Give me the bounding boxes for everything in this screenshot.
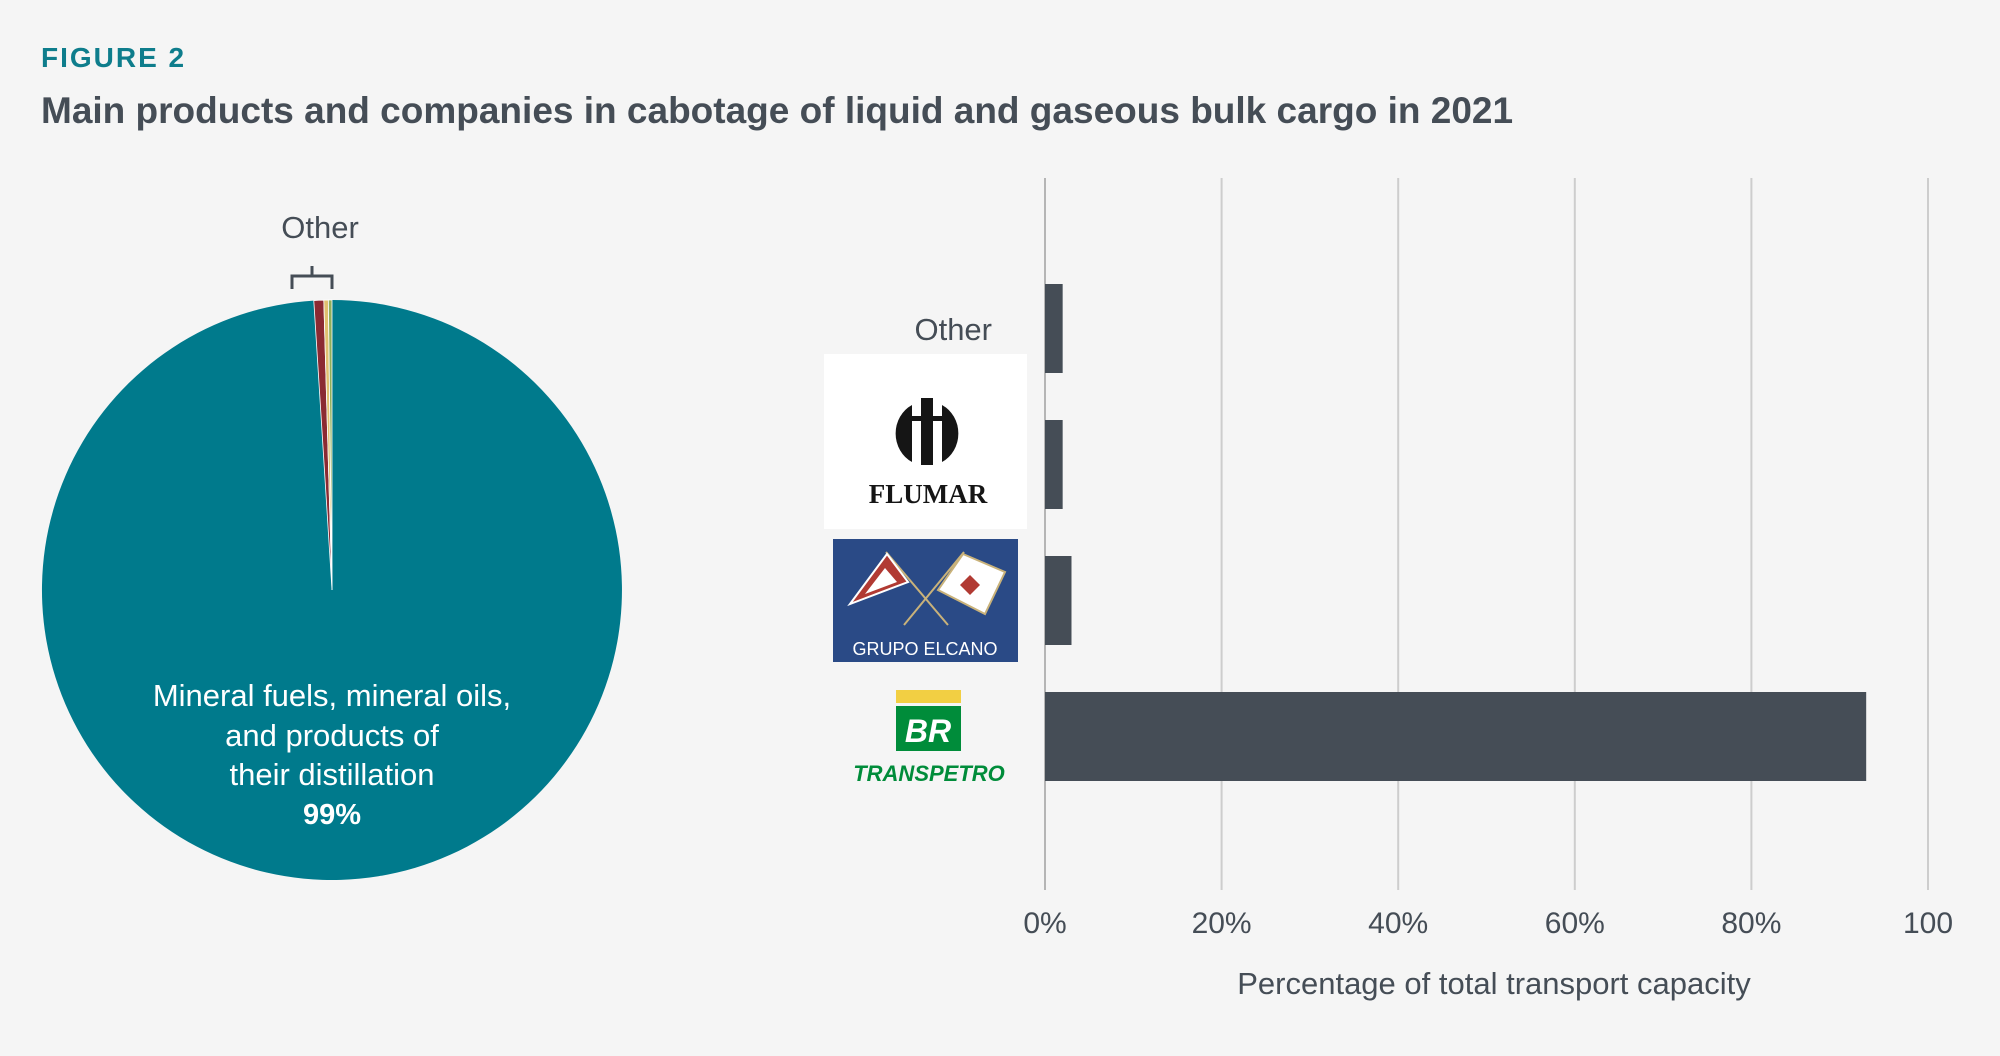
bar-category-other-label: Other xyxy=(914,312,992,347)
bar-gridlines xyxy=(1044,178,1929,890)
transpetro-logo-text: TRANSPETRO xyxy=(853,761,1005,786)
pie-main-value-label: 99% xyxy=(303,799,361,831)
bar-2 xyxy=(1045,556,1072,645)
bar-series xyxy=(1045,284,1867,781)
bar-3 xyxy=(1045,692,1867,781)
x-tick-label-40: 40% xyxy=(1368,907,1428,940)
x-axis-title: Percentage of total transport capacity xyxy=(1237,966,1751,1001)
pie-other-label: Other xyxy=(281,210,359,245)
x-tick-label-100: 100 xyxy=(1903,907,1953,940)
x-tick-label-0: 0% xyxy=(1023,907,1066,940)
x-axis-ticks: 0% 20% 40% 60% 80% 100 xyxy=(1023,907,1953,940)
pie-slice-3 xyxy=(327,299,333,591)
flag-right-icon xyxy=(936,552,1007,616)
pie-main-label-line-2: and products of xyxy=(225,718,439,753)
transpetro-logo: BR TRANSPETRO xyxy=(853,690,1005,786)
br-logo-text: BR xyxy=(905,713,951,749)
flumar-emblem-icon xyxy=(895,398,959,465)
elcano-logo: GRUPO ELCANO xyxy=(833,539,1018,662)
pie-main-label-line-1: Mineral fuels, mineral oils, xyxy=(153,678,511,713)
x-tick-label-80: 80% xyxy=(1721,907,1781,940)
x-tick-label-20: 20% xyxy=(1192,907,1252,940)
elcano-logo-text: GRUPO ELCANO xyxy=(852,639,997,659)
bar-0 xyxy=(1045,284,1063,373)
figure-label: FIGURE 2 xyxy=(41,42,187,73)
flumar-logo: FLUMAR xyxy=(824,354,1027,529)
other-bracket xyxy=(290,266,334,289)
flag-left-icon xyxy=(847,552,910,607)
flumar-logo-text: FLUMAR xyxy=(869,479,988,509)
chart-title: Main products and companies in cabotage … xyxy=(41,90,1514,131)
bar-1 xyxy=(1045,420,1063,509)
x-tick-label-60: 60% xyxy=(1545,907,1605,940)
pie-main-label-line-3: their distillation xyxy=(229,757,434,792)
pie-chart xyxy=(41,299,622,880)
